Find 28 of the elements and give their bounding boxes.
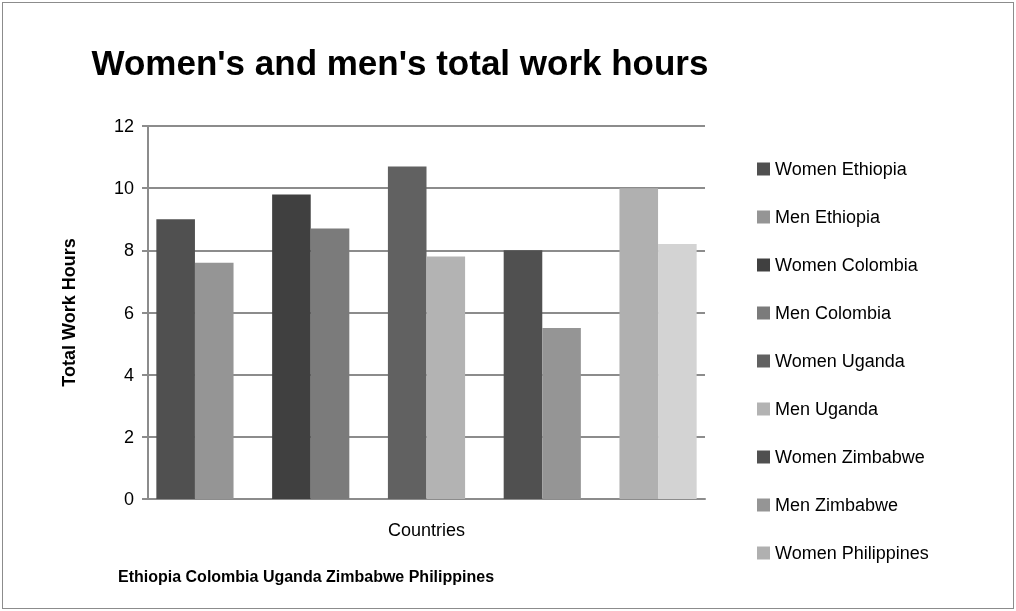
legend-label: Women Colombia bbox=[775, 255, 919, 275]
legend-label: Women Uganda bbox=[775, 351, 906, 371]
y-tick-label: 0 bbox=[123, 489, 134, 509]
y-axis-title: Total Work Hours bbox=[59, 238, 79, 387]
legend-label: Men Ethiopia bbox=[775, 207, 882, 227]
bar bbox=[503, 250, 543, 499]
legend-label: Women Ethiopia bbox=[775, 159, 908, 179]
x-tick-label: Countries bbox=[387, 520, 466, 540]
y-tick-label: 6 bbox=[123, 302, 134, 323]
bar bbox=[310, 228, 350, 499]
text: Ethiopia Colombia Uganda Zimbabwe Philippines bbox=[118, 567, 495, 585]
bar bbox=[387, 166, 427, 499]
bar bbox=[619, 188, 659, 499]
bar bbox=[658, 244, 697, 499]
y-tick-label: 8 bbox=[123, 240, 134, 261]
bar bbox=[272, 194, 311, 499]
legend-label: Women Zimbabwe bbox=[775, 447, 925, 467]
y-tick-label: 12 bbox=[113, 116, 134, 136]
y-tick-label: 4 bbox=[123, 364, 134, 385]
legend-label: Men Uganda bbox=[775, 399, 880, 419]
chart-title: Women's and men's total work hours bbox=[91, 43, 709, 82]
bar bbox=[156, 219, 195, 499]
legend-label: Men Zimbabwe bbox=[775, 495, 899, 515]
legend-label: Women Philippines bbox=[775, 543, 929, 563]
y-tick-label: 2 bbox=[123, 426, 134, 447]
y-tick-label: 10 bbox=[113, 178, 134, 199]
bar bbox=[426, 256, 466, 499]
legend-label: Men Colombia bbox=[775, 303, 893, 323]
